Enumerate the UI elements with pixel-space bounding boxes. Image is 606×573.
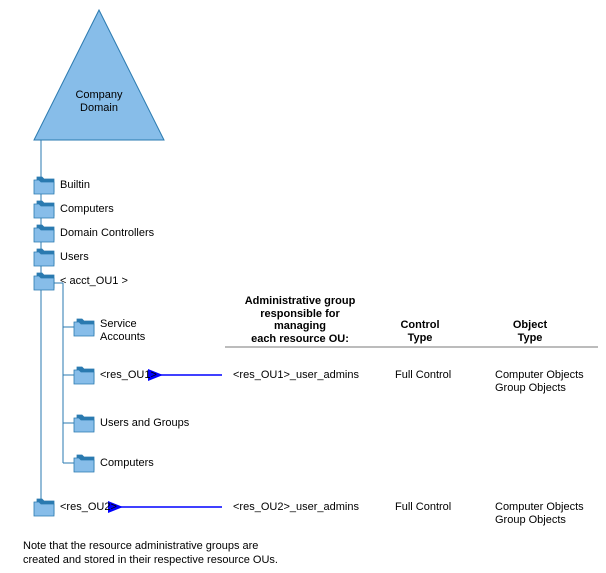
diagram-canvas: Builtin Computers Domain Controllers Users <… [0,0,606,573]
acct_ou1-folder-icon [34,273,54,290]
table-row-1-col-0: <res_OU2>_user_admins [233,501,359,514]
res_ou2-folder-icon [34,499,54,516]
ug-folder-icon [74,415,94,432]
table-row-0-col-1: Full Control [395,369,451,382]
dc-folder-icon [34,225,54,242]
table-row-0-col-0: <res_OU1>_user_admins [233,369,359,382]
users-label: Users [60,251,89,264]
domain-triangle-label: Company Domain [69,89,129,115]
ug-label: Users and Groups [100,417,189,430]
computers-folder-icon [34,201,54,218]
table-row-1-col-1: Full Control [395,501,451,514]
svc-folder-icon [74,319,94,336]
users-folder-icon [34,249,54,266]
acct_ou1-label: < acct_OU1 > [60,275,128,288]
comp2-label: Computers [100,457,154,470]
domain-triangle [34,10,164,140]
table-header-1: Control Type [385,319,455,344]
res_ou1-label: <res_OU1> [100,369,157,382]
table-header-0: Administrative group responsible for man… [230,295,370,346]
res_ou2-label: <res_OU2> [60,501,117,514]
dc-label: Domain Controllers [60,227,154,240]
builtin-label: Builtin [60,179,90,192]
computers-label: Computers [60,203,114,216]
table-header-2: Object Type [485,319,575,344]
svc-label: Service Accounts [100,318,145,344]
table-row-0-col-2: Computer Objects Group Objects [495,369,584,395]
builtin-folder-icon [34,177,54,194]
footer-note: Note that the resource administrative gr… [23,540,278,568]
comp2-folder-icon [74,455,94,472]
table-row-1-col-2: Computer Objects Group Objects [495,501,584,527]
res_ou1-folder-icon [74,367,94,384]
